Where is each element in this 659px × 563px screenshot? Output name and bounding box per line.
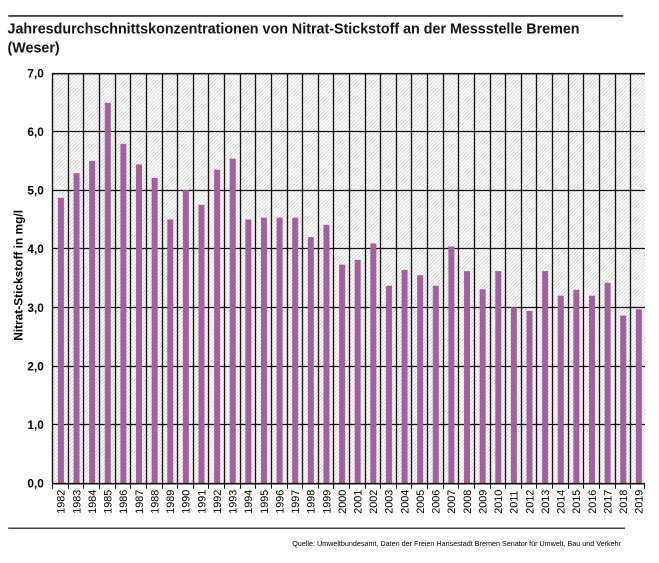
svg-text:2016: 2016 xyxy=(587,490,599,514)
svg-text:2017: 2017 xyxy=(602,490,614,514)
svg-text:3,0: 3,0 xyxy=(27,301,44,315)
svg-text:1993: 1993 xyxy=(228,490,240,514)
svg-text:Quelle: Umweltbundesamt, Daten: Quelle: Umweltbundesamt, Daten der Freie… xyxy=(292,539,621,548)
svg-text:(Weser): (Weser) xyxy=(8,41,60,57)
svg-text:2012: 2012 xyxy=(524,490,536,514)
svg-text:1995: 1995 xyxy=(259,490,271,514)
svg-text:2006: 2006 xyxy=(431,490,443,514)
svg-text:6,0: 6,0 xyxy=(27,125,44,139)
svg-text:1991: 1991 xyxy=(196,490,208,514)
svg-text:1997: 1997 xyxy=(290,490,302,514)
svg-text:2013: 2013 xyxy=(540,490,552,514)
svg-text:2,0: 2,0 xyxy=(27,359,44,373)
svg-text:1996: 1996 xyxy=(274,490,286,514)
svg-text:1988: 1988 xyxy=(149,490,161,514)
svg-text:2003: 2003 xyxy=(384,490,396,514)
svg-text:2000: 2000 xyxy=(337,490,349,514)
svg-text:1983: 1983 xyxy=(71,490,83,514)
svg-text:2010: 2010 xyxy=(493,490,505,514)
svg-text:2019: 2019 xyxy=(634,490,646,514)
svg-text:7,0: 7,0 xyxy=(27,66,44,80)
svg-text:2018: 2018 xyxy=(618,490,630,514)
svg-text:2014: 2014 xyxy=(556,490,568,514)
svg-text:1982: 1982 xyxy=(56,490,68,514)
svg-text:2007: 2007 xyxy=(446,490,458,514)
svg-text:2001: 2001 xyxy=(352,490,364,514)
svg-text:1998: 1998 xyxy=(306,490,318,514)
svg-text:1999: 1999 xyxy=(321,490,333,514)
svg-text:2004: 2004 xyxy=(399,490,411,514)
svg-text:Nitrat-Stickstoff in mg/l: Nitrat-Stickstoff in mg/l xyxy=(12,210,26,341)
svg-text:2005: 2005 xyxy=(415,490,427,514)
svg-text:1990: 1990 xyxy=(181,490,193,514)
svg-text:1992: 1992 xyxy=(212,490,224,514)
svg-text:1989: 1989 xyxy=(165,490,177,514)
svg-text:1,0: 1,0 xyxy=(27,418,44,432)
svg-text:2002: 2002 xyxy=(368,490,380,514)
svg-text:1987: 1987 xyxy=(134,490,146,514)
svg-text:1986: 1986 xyxy=(118,490,130,514)
svg-text:1984: 1984 xyxy=(87,490,99,514)
svg-text:1985: 1985 xyxy=(103,490,115,514)
svg-text:1994: 1994 xyxy=(243,490,255,514)
svg-text:2011: 2011 xyxy=(509,491,521,514)
svg-text:2008: 2008 xyxy=(462,490,474,514)
svg-text:2009: 2009 xyxy=(477,490,489,514)
svg-text:Jahresdurchschnittskonzentrati: Jahresdurchschnittskonzentrationen von N… xyxy=(8,22,580,38)
svg-text:0,0: 0,0 xyxy=(27,477,44,491)
svg-text:2015: 2015 xyxy=(571,490,583,514)
svg-text:5,0: 5,0 xyxy=(27,184,44,198)
svg-text:4,0: 4,0 xyxy=(27,242,44,256)
